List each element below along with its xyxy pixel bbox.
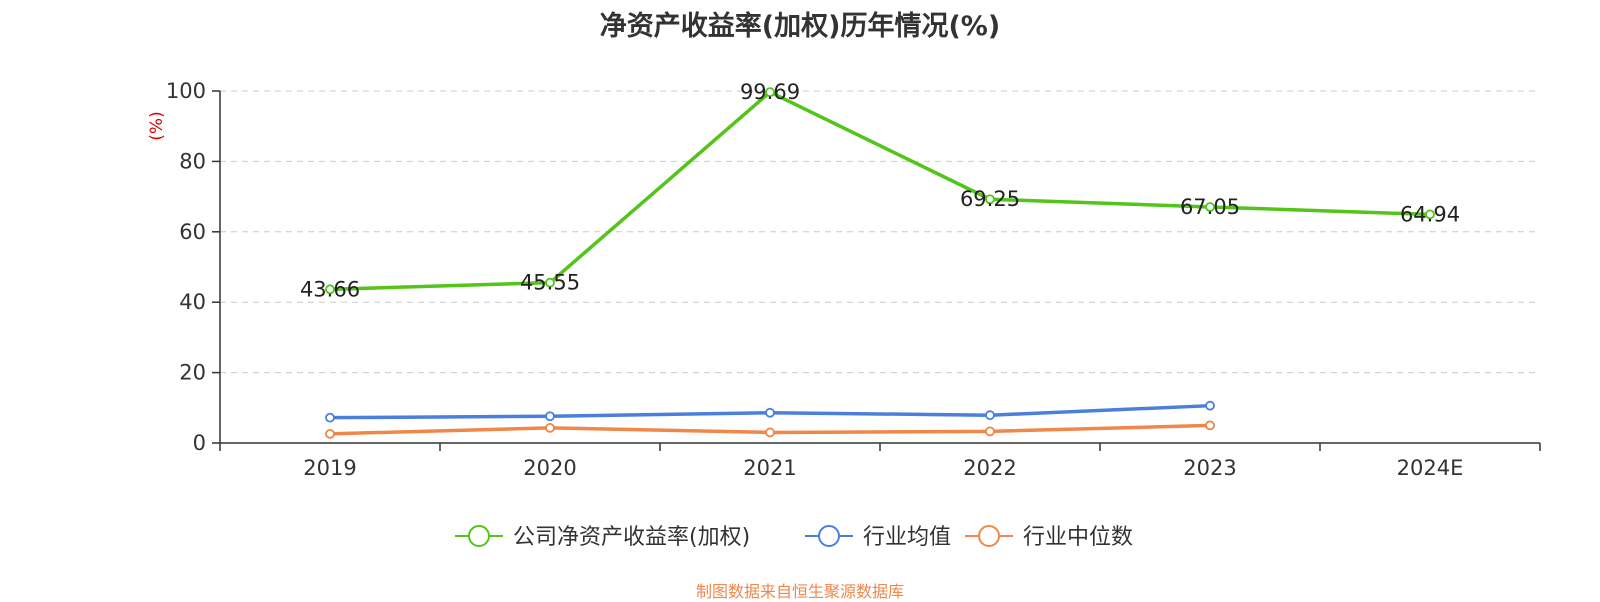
y-tick-label: 60 — [179, 220, 206, 244]
data-label: 67.05 — [1180, 195, 1240, 219]
series-line-0 — [329, 90, 1431, 292]
data-point-marker — [765, 407, 775, 418]
data-label: 64.94 — [1400, 202, 1460, 226]
y-tick-label: 100 — [166, 79, 206, 103]
y-tick-label: 40 — [179, 290, 206, 314]
source-note: 制图数据来自恒生聚源数据库 — [695, 582, 904, 601]
y-tick-label: 20 — [179, 361, 206, 385]
data-point-marker — [545, 422, 555, 433]
data-point-marker — [1205, 400, 1215, 411]
legend-label: 行业中位数 — [1023, 525, 1133, 550]
data-point-marker — [985, 426, 995, 437]
x-tick-label: 2020 — [523, 456, 576, 480]
data-label: 43.66 — [300, 277, 360, 301]
data-point-marker — [1205, 420, 1215, 431]
data-point-marker — [1205, 202, 1215, 212]
legend-marker-icon — [468, 525, 490, 547]
data-point-marker — [325, 284, 335, 295]
data-point-marker — [765, 427, 775, 438]
data-point-marker — [325, 428, 335, 439]
y-tick-label: 80 — [179, 149, 206, 173]
x-tick-label: 2021 — [743, 456, 796, 480]
x-tick-label: 2022 — [963, 456, 1016, 480]
data-point-marker — [985, 410, 995, 421]
x-tick-label: 2024E — [1397, 456, 1464, 480]
data-point-marker — [765, 87, 775, 97]
data-point-marker — [1425, 209, 1435, 220]
data-label: 69.25 — [960, 187, 1020, 211]
chart-title: 净资产收益率(加权)历年情况(%) — [599, 11, 1001, 42]
legend-label: 公司净资产收益率(加权) — [513, 525, 750, 550]
data-point-marker — [545, 277, 555, 288]
legend-marker-icon — [818, 525, 840, 547]
data-point-marker — [545, 411, 555, 422]
y-axis-unit-label: (%) — [147, 111, 167, 140]
x-tick-label: 2023 — [1183, 456, 1236, 480]
data-point-marker — [985, 194, 995, 205]
y-tick-label: 0 — [193, 431, 206, 455]
data-label: 45.55 — [520, 271, 580, 295]
x-tick-label: 2019 — [303, 456, 356, 480]
legend-marker-icon — [978, 525, 1000, 547]
legend-label: 行业均值 — [863, 525, 951, 550]
data-label: 99.69 — [740, 80, 800, 104]
data-point-marker — [325, 412, 335, 423]
